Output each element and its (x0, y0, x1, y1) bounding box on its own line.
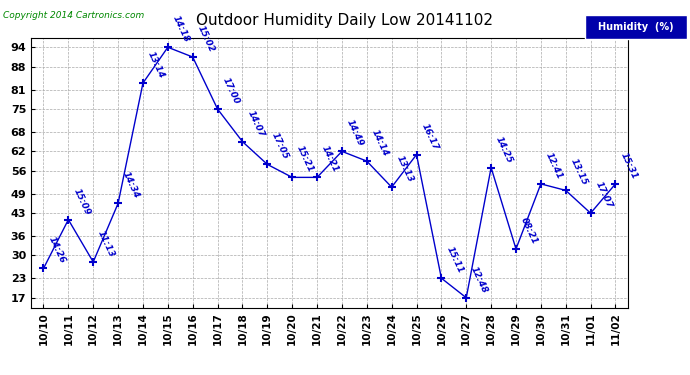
Text: 14:49: 14:49 (345, 118, 365, 148)
Text: 13:15: 13:15 (569, 158, 589, 187)
Text: 14:14: 14:14 (370, 128, 390, 158)
Text: 14:34: 14:34 (121, 170, 141, 200)
Text: Humidity  (%): Humidity (%) (598, 22, 674, 32)
Text: 14:07: 14:07 (246, 109, 266, 138)
Text: 13:14: 13:14 (146, 50, 166, 80)
Text: 17:07: 17:07 (593, 180, 614, 210)
Text: 14:25: 14:25 (494, 135, 514, 164)
Text: 17:00: 17:00 (221, 76, 241, 106)
Text: Outdoor Humidity Daily Low 20141102: Outdoor Humidity Daily Low 20141102 (197, 13, 493, 28)
Text: 14:21: 14:21 (320, 144, 340, 174)
Text: Copyright 2014 Cartronics.com: Copyright 2014 Cartronics.com (3, 11, 145, 20)
Text: 17:05: 17:05 (270, 131, 290, 161)
Text: 15:09: 15:09 (71, 187, 92, 216)
Text: 12:48: 12:48 (469, 265, 489, 294)
Text: 16:17: 16:17 (420, 122, 440, 152)
Text: 12:41: 12:41 (544, 151, 564, 181)
Text: 15:02: 15:02 (196, 24, 216, 54)
Text: 15:31: 15:31 (618, 151, 639, 181)
Text: 14:18: 14:18 (171, 14, 191, 44)
Text: 08:21: 08:21 (519, 216, 539, 246)
Text: 15:21: 15:21 (295, 144, 315, 174)
Text: 13:13: 13:13 (395, 154, 415, 184)
Text: 14:26: 14:26 (46, 236, 67, 265)
Text: 15:11: 15:11 (444, 245, 464, 275)
Text: 11:13: 11:13 (96, 229, 117, 259)
